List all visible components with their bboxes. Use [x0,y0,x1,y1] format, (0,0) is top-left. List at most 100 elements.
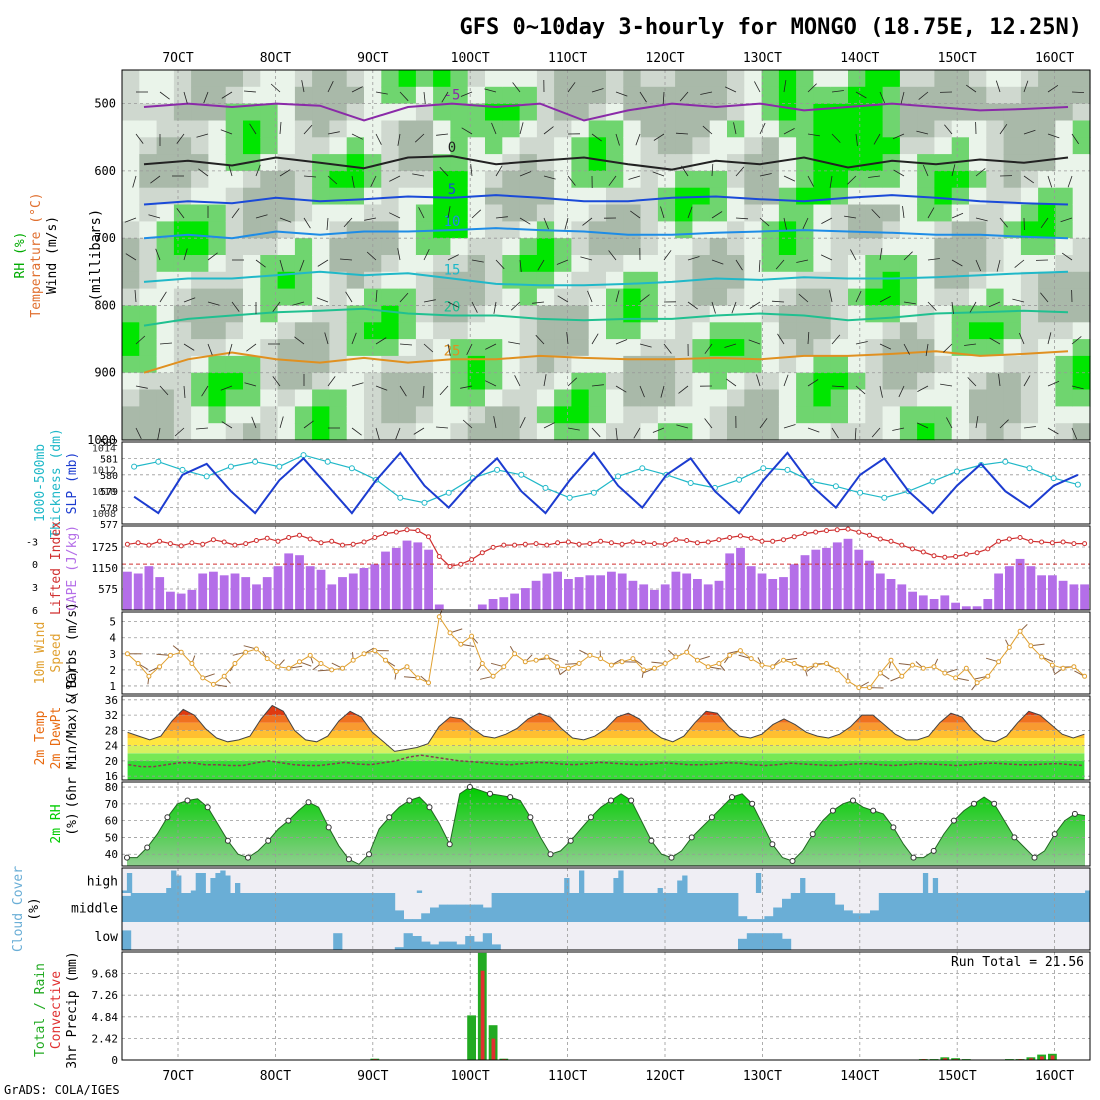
rh-cell [139,238,158,256]
rh-cell [243,271,261,290]
rh-cell [1038,255,1056,273]
rh-cell [917,255,935,273]
lifted-index-point [641,540,647,546]
rh-cell [675,221,693,239]
rh-cell [588,154,607,172]
rh-cell [796,339,814,357]
precip-convective-bar [1050,1055,1055,1060]
cloud-cover-bar [914,893,924,922]
wind10m-point [232,661,238,666]
lifted-index-point [996,538,1002,544]
rh-cell [588,339,607,357]
rh-cell [899,288,918,306]
wind-barb [652,427,665,433]
rh-cell [398,389,417,407]
rh-cell [415,103,434,121]
rh-cell [1003,322,1022,340]
rh-cell [692,406,711,424]
cloud-cover-frame [121,867,1091,951]
rh-cell [606,170,624,189]
wind-barb [436,133,449,136]
rh-cell [415,288,434,306]
rh-cell [744,221,763,239]
rh-cell [657,204,676,222]
isotherm-label: 0 [448,140,456,156]
rh-cell [122,305,140,323]
rh-cell [778,86,797,105]
lifted-index-line [127,528,1085,568]
rh-cell [122,238,140,256]
wind10m-point [393,669,399,674]
rh-cell [969,406,987,424]
wind10m-point [748,656,754,662]
rh-cell [709,423,728,441]
wind10m-point [705,664,711,670]
wind-barb [272,376,281,387]
rh-cell [208,86,227,105]
precip-tick-label: 7.26 [92,989,119,1002]
rh-cell [917,322,935,340]
cloud-cover-bar [613,878,619,893]
wind-barb [231,208,240,219]
time-tick-label: 14OCT [840,51,879,66]
rh2m-point [547,851,554,858]
wind10m-point [619,659,625,665]
rh-cell [415,170,434,189]
wind-barb [844,215,857,219]
wind-barb [871,209,881,219]
rh-cell [1003,137,1022,155]
rh-cell [1072,238,1091,256]
rh2m-point [608,797,614,804]
rh-cell [709,238,728,256]
rh-cell [554,389,572,407]
lifted-index-point [963,551,969,557]
lifted-index-point [372,535,378,540]
thickness-point [1074,481,1081,488]
wind-barb [775,259,785,270]
rh-cell [865,389,884,407]
cloud-cover-bar [412,936,422,950]
rh-cell [139,355,158,374]
wind-barb [327,131,340,135]
rh-cell [433,103,451,121]
rh-cell [761,288,780,306]
rh-cell [588,389,607,407]
wind10m-point [426,680,431,686]
cloud-cover-bar [394,947,404,950]
rh-cell [865,137,884,155]
wind10m-point [447,630,453,636]
rh-cell [260,221,279,239]
wind-barb [591,384,604,387]
wind10m-tick-label: 5 [109,616,116,629]
rh2m-area [127,787,1085,866]
rh-cell [485,103,503,121]
thickness-point [857,489,864,496]
rh-cell [571,339,590,357]
rh-cell [882,137,901,155]
rh-cell [1072,288,1091,306]
rh-cell [848,70,866,88]
lifted-index-point [845,526,851,532]
wind10m-point [189,661,195,666]
wind10m-point [963,665,969,671]
rh-cell [1003,86,1022,105]
rh-cell [761,271,780,290]
cloud-cover-bar [509,893,519,922]
wind10m-point [1006,644,1012,650]
rh-cell [1020,170,1039,189]
cape-bar [434,604,444,610]
rh-cell [225,372,244,391]
rh-cell [571,271,590,290]
rh-cell [277,120,296,138]
side-label: SLP (mb) [65,452,80,515]
slp-tick-label: 1014 [92,443,116,454]
lifted-index-point [867,532,872,538]
rh-cell [657,288,676,306]
rh-cell [657,86,676,105]
wind-barb [375,289,378,303]
rh-cell [727,372,745,391]
rh2m-point [124,854,130,861]
rh-cell [830,406,849,424]
isotherm-label: 15 [444,263,461,279]
cloud-cover-bar [122,890,128,893]
